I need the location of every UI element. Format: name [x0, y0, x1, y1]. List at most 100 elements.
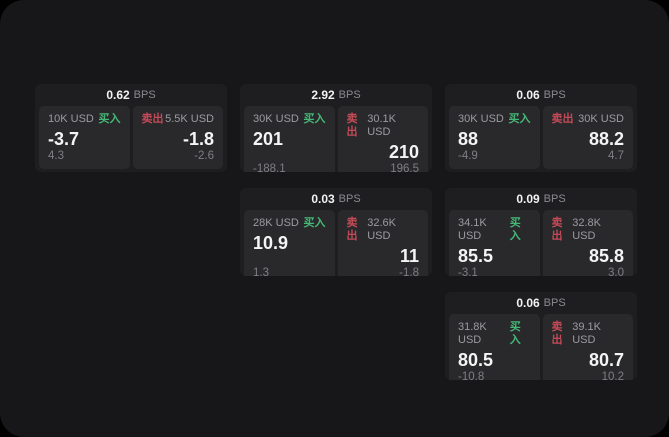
sell-panel[interactable]: 卖出 39.1K USD 80.7 10.2 — [542, 314, 633, 380]
sell-price: 80.7 — [588, 350, 624, 370]
buy-label-row: 34.1K USD 买入 — [458, 217, 531, 243]
buy-tag: 买入 — [509, 321, 521, 346]
quote-card[interactable]: 0.06 BPS 31.8K USD 买入 80.5 -10.8 卖出 39.1… — [445, 292, 637, 380]
sell-tag: 卖出 — [141, 113, 164, 125]
bps-unit-label: BPS — [338, 193, 361, 205]
buy-amount: 28K USD — [253, 217, 299, 229]
sell-tag: 卖出 — [551, 321, 563, 346]
sell-panel[interactable]: 卖出 30.1K USD 210 196.5 — [337, 106, 428, 172]
sell-panel[interactable]: 卖出 32.8K USD 85.8 3.0 — [542, 210, 633, 276]
sell-tag: 卖出 — [551, 217, 563, 242]
buy-label-row: 30K USD 买入 — [253, 113, 326, 126]
buy-sell-panels: 10K USD 买入 -3.7 4.3 卖出 5.5K USD -1.8 -2.… — [35, 106, 227, 172]
sell-tag: 卖出 — [346, 113, 358, 138]
quote-card[interactable]: 0.62 BPS 10K USD 买入 -3.7 4.3 卖出 5.5K USD — [35, 84, 227, 172]
sell-price: 11 — [399, 246, 419, 266]
buy-sub-value: -3.1 — [458, 267, 478, 276]
sell-panel[interactable]: 卖出 32.6K USD 11 -1.8 — [337, 210, 428, 276]
buy-label-row: 30K USD 买入 — [458, 113, 531, 126]
sell-label-row: 卖出 32.8K USD — [552, 217, 625, 243]
buy-sub-value: -4.9 — [458, 150, 478, 162]
buy-price: -3.7 — [48, 129, 80, 149]
sell-price: 85.8 — [588, 246, 624, 266]
sell-panel[interactable]: 卖出 30K USD 88.2 4.7 — [542, 106, 633, 169]
bps-value: 0.06 — [516, 296, 540, 310]
quote-card[interactable]: 0.03 BPS 28K USD 买入 10.9 1.3 卖出 32.6K US… — [240, 188, 432, 276]
buy-label-row: 31.8K USD 买入 — [458, 321, 531, 347]
buy-panel[interactable]: 30K USD 买入 88 -4.9 — [449, 106, 540, 169]
bps-unit-label: BPS — [338, 89, 361, 101]
sell-amount: 30K USD — [578, 113, 624, 125]
buy-tag: 买入 — [303, 113, 326, 125]
buy-label-row: 28K USD 买入 — [253, 217, 326, 230]
bps-unit-label: BPS — [543, 297, 566, 309]
buy-price: 201 — [253, 129, 284, 149]
buy-panel[interactable]: 10K USD 买入 -3.7 4.3 — [39, 106, 130, 169]
buy-sell-panels: 30K USD 买入 201 -188.1 卖出 30.1K USD 210 1… — [240, 106, 432, 172]
buy-panel[interactable]: 31.8K USD 买入 80.5 -10.8 — [449, 314, 540, 380]
sell-label-row: 卖出 39.1K USD — [552, 321, 625, 347]
buy-amount: 10K USD — [48, 113, 94, 125]
bps-header: 0.62 BPS — [35, 84, 227, 106]
quote-card[interactable]: 0.09 BPS 34.1K USD 买入 85.5 -3.1 卖出 32.8K… — [445, 188, 637, 276]
buy-tag: 买入 — [509, 217, 521, 242]
sell-sub-value: 196.5 — [390, 163, 419, 172]
sell-panel[interactable]: 卖出 5.5K USD -1.8 -2.6 — [132, 106, 223, 169]
buy-sell-panels: 34.1K USD 买入 85.5 -3.1 卖出 32.8K USD 85.8… — [445, 210, 637, 276]
buy-panel[interactable]: 30K USD 买入 201 -188.1 — [244, 106, 335, 172]
buy-sub-value: 1.3 — [253, 267, 269, 276]
bps-header: 0.03 BPS — [240, 188, 432, 210]
buy-sub-value: 4.3 — [48, 150, 64, 162]
sell-amount: 32.6K USD — [367, 217, 396, 242]
sell-tag: 卖出 — [346, 217, 358, 242]
bps-value: 0.03 — [311, 192, 335, 206]
sell-price: 210 — [388, 142, 419, 162]
bps-header: 0.06 BPS — [445, 292, 637, 314]
sell-sub-value: -2.6 — [194, 150, 214, 162]
buy-price: 80.5 — [458, 350, 494, 370]
sell-amount: 32.8K USD — [572, 217, 601, 242]
buy-panel[interactable]: 34.1K USD 买入 85.5 -3.1 — [449, 210, 540, 276]
sell-label-row: 卖出 30K USD — [552, 113, 625, 126]
buy-sell-panels: 31.8K USD 买入 80.5 -10.8 卖出 39.1K USD 80.… — [445, 314, 637, 380]
quote-card[interactable]: 0.06 BPS 30K USD 买入 88 -4.9 卖出 30K USD — [445, 84, 637, 172]
sell-sub-value: 4.7 — [608, 150, 624, 162]
buy-panel[interactable]: 28K USD 买入 10.9 1.3 — [244, 210, 335, 276]
bps-unit-label: BPS — [133, 89, 156, 101]
bps-header: 0.09 BPS — [445, 188, 637, 210]
sell-label-row: 卖出 30.1K USD — [347, 113, 420, 139]
buy-sub-value: -188.1 — [253, 163, 286, 172]
sell-sub-value: 3.0 — [608, 267, 624, 276]
quote-card-grid: 0.62 BPS 10K USD 买入 -3.7 4.3 卖出 5.5K USD — [35, 84, 637, 380]
buy-amount: 31.8K USD — [458, 321, 487, 346]
bps-value: 0.06 — [516, 88, 540, 102]
sell-label-row: 卖出 32.6K USD — [347, 217, 420, 243]
buy-amount: 30K USD — [253, 113, 299, 125]
quote-card[interactable]: 2.92 BPS 30K USD 买入 201 -188.1 卖出 30.1K … — [240, 84, 432, 172]
buy-tag: 买入 — [303, 217, 326, 229]
sell-label-row: 卖出 5.5K USD — [142, 113, 215, 126]
bps-header: 0.06 BPS — [445, 84, 637, 106]
buy-tag: 买入 — [508, 113, 531, 125]
sell-sub-value: -1.8 — [399, 267, 419, 276]
sell-tag: 卖出 — [551, 113, 574, 125]
buy-amount: 34.1K USD — [458, 217, 487, 242]
bps-unit-label: BPS — [543, 193, 566, 205]
buy-tag: 买入 — [98, 113, 121, 125]
buy-label-row: 10K USD 买入 — [48, 113, 121, 126]
sell-price: 88.2 — [588, 129, 624, 149]
sell-amount: 39.1K USD — [572, 321, 601, 346]
buy-price: 10.9 — [253, 233, 289, 253]
sell-sub-value: 10.2 — [601, 371, 624, 380]
sell-price: -1.8 — [182, 129, 214, 149]
bps-value: 0.09 — [516, 192, 540, 206]
sell-amount: 5.5K USD — [165, 113, 214, 125]
bps-unit-label: BPS — [543, 89, 566, 101]
bps-value: 2.92 — [311, 88, 335, 102]
buy-price: 88 — [458, 129, 479, 149]
buy-price: 85.5 — [458, 246, 494, 266]
buy-sell-panels: 30K USD 买入 88 -4.9 卖出 30K USD 88.2 4.7 — [445, 106, 637, 172]
buy-sell-panels: 28K USD 买入 10.9 1.3 卖出 32.6K USD 11 -1.8 — [240, 210, 432, 276]
bps-value: 0.62 — [106, 88, 130, 102]
